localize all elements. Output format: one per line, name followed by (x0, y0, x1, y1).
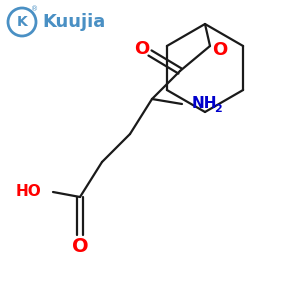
Text: 2: 2 (214, 104, 222, 114)
Text: Kuujia: Kuujia (42, 13, 105, 31)
Text: K: K (16, 15, 27, 29)
Text: O: O (212, 41, 228, 59)
Text: HO: HO (15, 184, 41, 200)
Text: O: O (134, 40, 150, 58)
Text: ®: ® (32, 6, 39, 12)
Text: O: O (72, 238, 88, 256)
Text: NH: NH (192, 97, 218, 112)
